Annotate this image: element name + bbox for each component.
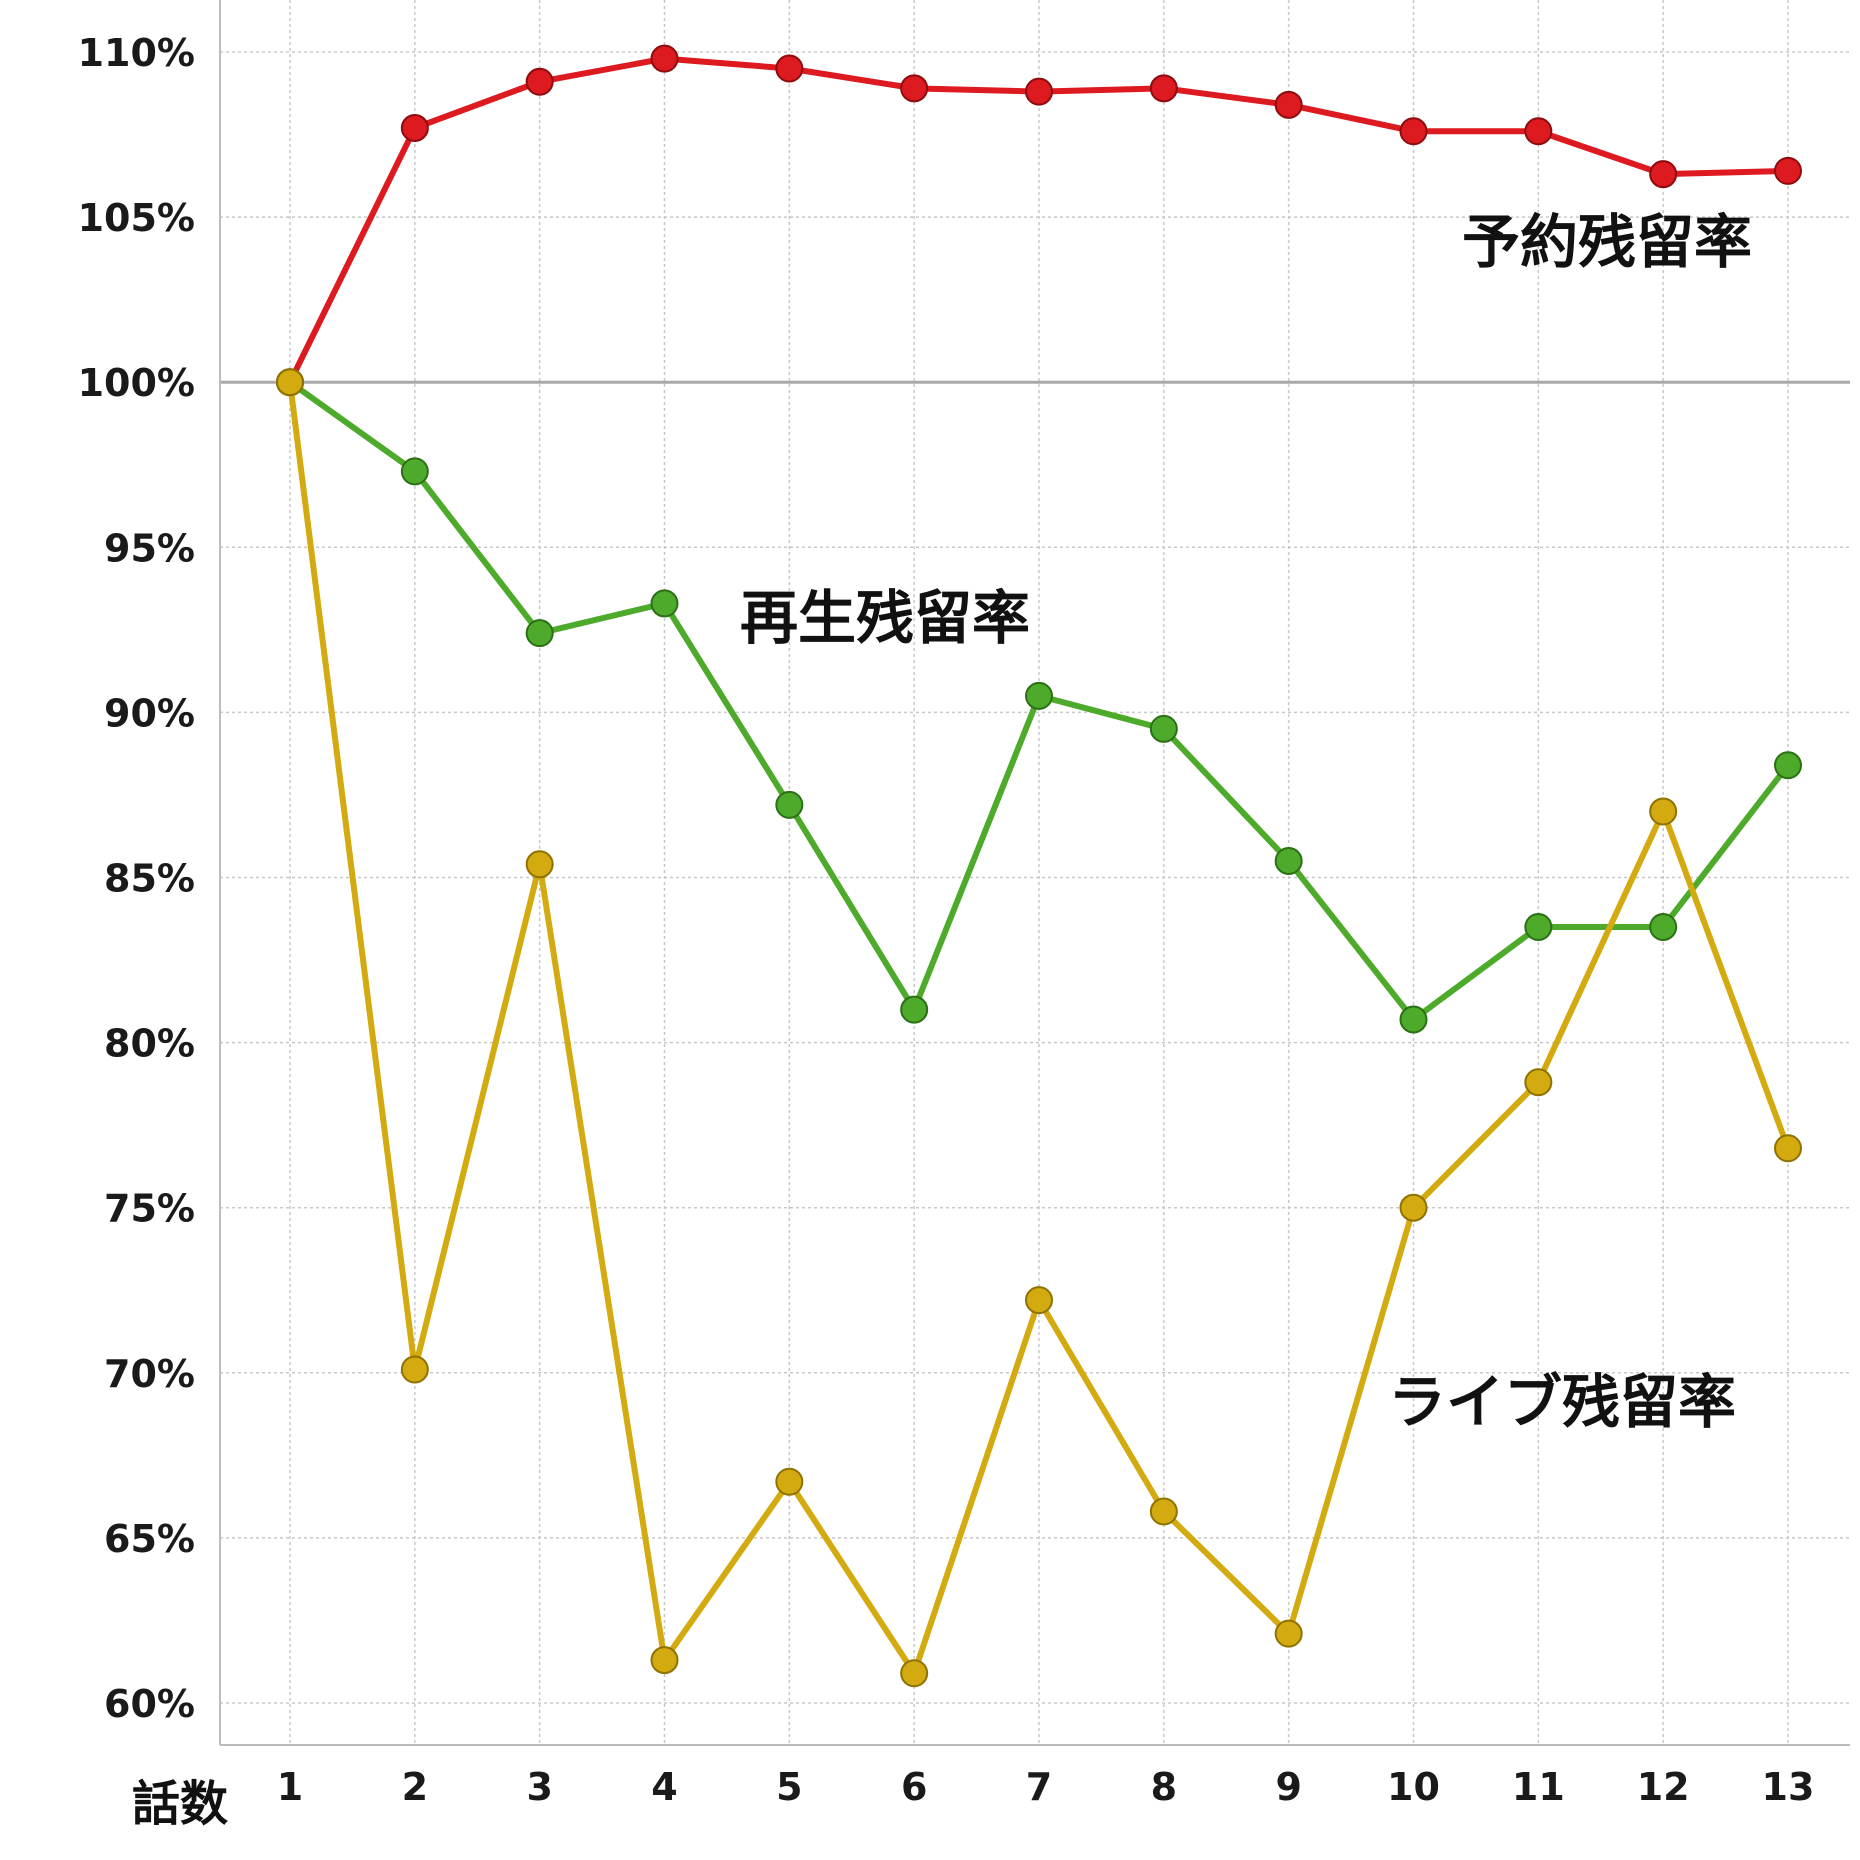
data-point	[1149, 74, 1178, 103]
x-tick-label: 2	[402, 1765, 428, 1809]
y-tick-label: 60%	[104, 1682, 195, 1726]
x-tick-label: 11	[1512, 1765, 1565, 1809]
y-tick-labels: 60% 65% 70% 75% 80% 85% 90% 95% 100% 105% 110%	[78, 31, 195, 1726]
x-axis-label: 話数	[132, 1776, 228, 1832]
y-tick-label: 75%	[104, 1187, 195, 1231]
data-point	[525, 67, 554, 96]
y-tick-label: 105%	[78, 196, 195, 240]
data-point	[525, 619, 554, 648]
y-tick-label: 80%	[104, 1022, 195, 1066]
data-point	[1524, 913, 1553, 942]
data-point	[900, 74, 929, 103]
x-tick-label: 6	[901, 1765, 927, 1809]
x-tick-label: 1	[277, 1765, 303, 1809]
data-point	[1524, 1068, 1553, 1097]
data-point	[276, 368, 304, 397]
data-point	[1524, 117, 1553, 146]
x-tick-label: 3	[526, 1765, 552, 1809]
data-point	[900, 1659, 929, 1688]
y-tick-label: 95%	[104, 526, 195, 570]
data-point	[1399, 117, 1428, 146]
x-tick-label: 7	[1026, 1765, 1052, 1809]
data-point	[650, 589, 679, 618]
series-label: 予約残留率	[1462, 208, 1752, 276]
x-tick-label: 9	[1275, 1765, 1301, 1809]
series-2	[276, 368, 1802, 1034]
y-tick-label: 110%	[78, 31, 195, 75]
x-tick-label: 8	[1151, 1765, 1177, 1809]
x-tick-labels: 1 2 3 4 5 6 7 8 9 10 11 12 13	[277, 1765, 1815, 1809]
data-point	[400, 1355, 429, 1384]
x-tick-label: 10	[1387, 1765, 1440, 1809]
data-point	[1774, 751, 1802, 780]
data-point	[400, 457, 429, 486]
data-point	[1774, 156, 1802, 185]
data-point	[1399, 1005, 1428, 1034]
series-label: ライブ残留率	[1388, 1368, 1736, 1436]
series-group	[276, 44, 1802, 1688]
data-point	[1774, 1134, 1802, 1163]
data-point	[900, 995, 929, 1024]
data-point	[775, 54, 804, 83]
data-point	[1399, 1193, 1428, 1222]
data-point	[1649, 160, 1678, 189]
data-point	[1149, 1497, 1178, 1526]
x-tick-label: 13	[1762, 1765, 1815, 1809]
data-point	[400, 113, 429, 142]
data-point	[650, 1646, 679, 1675]
data-point	[525, 850, 554, 879]
x-tick-label: 12	[1637, 1765, 1690, 1809]
data-point	[775, 790, 804, 819]
data-point	[1025, 1286, 1053, 1315]
axes	[219, 0, 1850, 1746]
y-tick-label: 100%	[78, 361, 195, 405]
y-tick-label: 65%	[104, 1517, 195, 1561]
data-point	[775, 1467, 804, 1496]
series-label: 再生残留率	[740, 584, 1030, 652]
y-tick-label: 85%	[104, 857, 195, 901]
y-tick-label: 90%	[104, 691, 195, 735]
data-point	[1149, 714, 1178, 743]
grid	[220, 0, 1850, 1745]
data-point	[650, 44, 679, 73]
y-tick-label: 70%	[104, 1352, 195, 1396]
x-tick-label: 4	[651, 1765, 677, 1809]
data-point	[1274, 90, 1303, 119]
data-point	[1025, 681, 1053, 710]
data-point	[1274, 1619, 1303, 1648]
data-point	[1274, 846, 1303, 875]
x-tick-label: 5	[776, 1765, 802, 1809]
data-point	[1025, 77, 1053, 106]
data-point	[1649, 797, 1678, 826]
data-point	[1649, 913, 1678, 942]
series-3	[276, 368, 1802, 1688]
